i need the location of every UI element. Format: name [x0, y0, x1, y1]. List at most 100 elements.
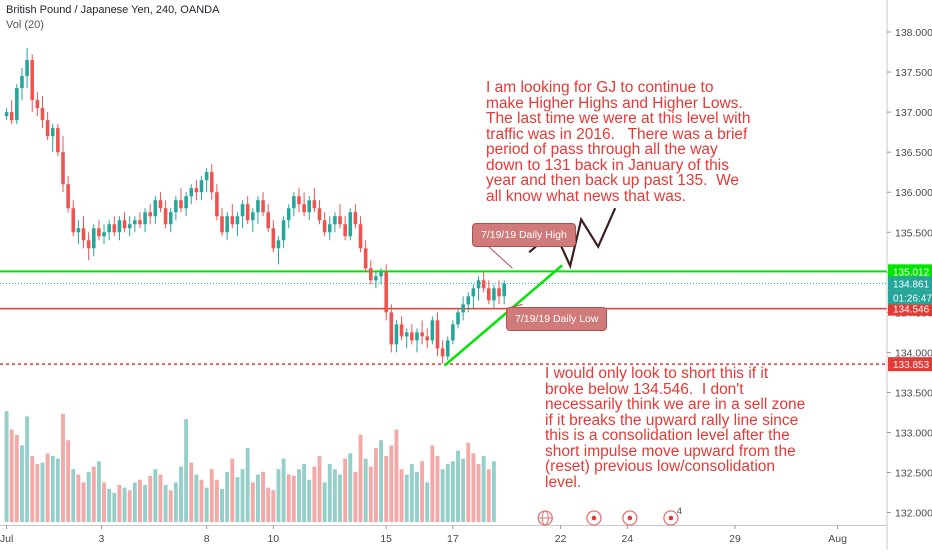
red-price-tag: 134.546 — [893, 305, 930, 316]
volume-bar — [450, 461, 455, 522]
volume-bar — [291, 475, 296, 522]
candle-body — [384, 272, 388, 313]
y-tick-label: 137.000 — [895, 107, 932, 119]
candle-body — [276, 240, 281, 249]
candle-body — [133, 220, 137, 225]
candle-body — [471, 288, 476, 297]
candle-body — [410, 332, 414, 341]
y-tick-label: 138.000 — [895, 27, 932, 39]
volume-bar — [235, 477, 240, 522]
volume-bar — [481, 456, 486, 522]
volume-bar — [163, 485, 168, 522]
volume-bar — [373, 448, 378, 522]
candle-body — [56, 128, 60, 153]
volume-bar — [30, 456, 35, 522]
symbol-legend[interactable]: British Pound / Japanese Yen, 240, OANDA — [6, 4, 220, 16]
candle-body — [148, 212, 153, 217]
event-icon — [663, 510, 679, 526]
candle-body — [389, 312, 394, 345]
volume-bar — [476, 463, 481, 522]
volume-bar — [271, 490, 276, 522]
y-tick-label: 134.000 — [895, 347, 932, 359]
volume-bar — [179, 466, 183, 522]
daily-low-callout[interactable]: 7/19/19 Daily Low — [506, 307, 608, 331]
x-tick-label: 10 — [267, 533, 279, 545]
volume-bar — [466, 442, 471, 522]
volume-bar — [209, 469, 214, 522]
volume-bar — [440, 469, 445, 522]
volume-bar — [107, 489, 112, 522]
y-tick-label: 137.500 — [895, 67, 932, 79]
volume-bar — [91, 466, 96, 522]
volume-bar — [276, 469, 281, 522]
candle-body — [481, 280, 486, 289]
candle-body — [86, 240, 91, 249]
volume-bar — [86, 471, 91, 522]
candle-body — [302, 204, 306, 213]
candle-body — [168, 212, 173, 225]
candle-body — [445, 340, 450, 357]
volume-bar — [40, 462, 45, 522]
candle-body — [20, 76, 24, 89]
candle-body — [312, 200, 317, 209]
volume-bar — [415, 471, 419, 522]
candle-body — [4, 112, 9, 117]
volume-bar — [394, 429, 399, 522]
daily-high-callout[interactable]: 7/19/19 Daily High — [472, 223, 576, 247]
candle-body — [107, 224, 111, 233]
volume-bar — [168, 490, 173, 522]
candle-body — [209, 172, 214, 193]
candle-body — [138, 220, 142, 225]
volume-bar — [225, 471, 230, 522]
candle-body — [256, 200, 260, 213]
x-tick-label: 17 — [447, 533, 459, 545]
volume-bar — [363, 458, 368, 522]
low-price-tag-bg — [888, 357, 932, 372]
x-tick-label: Jul — [0, 533, 13, 545]
candle-body — [476, 280, 481, 289]
volume-bar — [312, 466, 317, 522]
volume-bars — [4, 411, 496, 522]
volume-bar — [143, 485, 148, 522]
volume-bar — [132, 482, 137, 522]
volume-bar — [61, 413, 65, 522]
volume-bar — [184, 419, 189, 522]
candle-body — [420, 332, 424, 337]
candle-body — [466, 296, 471, 305]
volume-bar — [266, 487, 271, 522]
volume-bar — [491, 461, 496, 522]
volume-bar — [102, 482, 106, 522]
volume-bar — [214, 479, 219, 522]
volume-bar — [189, 462, 194, 522]
candle-body — [451, 324, 455, 341]
y-tick-label: 132.500 — [895, 468, 932, 480]
candle-body — [76, 228, 81, 233]
annotation-top[interactable]: I am looking for GJ to continue to make … — [486, 79, 751, 205]
candle-body — [15, 88, 19, 121]
volume-bar — [148, 475, 153, 522]
rally-trendline — [443, 264, 563, 367]
volume-bar — [358, 434, 363, 522]
volume-bar — [286, 474, 291, 522]
volume-legend[interactable]: Vol (20) — [6, 19, 44, 31]
y-tick-label: 133.500 — [895, 387, 932, 399]
candle-body — [435, 320, 440, 349]
candle-body — [358, 224, 363, 249]
candle-body — [97, 228, 101, 237]
candle-body — [343, 224, 347, 237]
candle-body — [497, 288, 501, 297]
candle-body — [333, 216, 337, 225]
x-tick-label: 8 — [204, 533, 210, 545]
volume-bar — [96, 461, 101, 522]
candle-body — [292, 196, 296, 209]
candle-body — [430, 320, 435, 341]
volume-bar — [430, 445, 435, 522]
event-icons: 4 — [537, 506, 682, 526]
annotation-bottom[interactable]: I would only look to short this if it br… — [545, 365, 806, 491]
x-tick-label: 3 — [99, 533, 105, 545]
red-price-tag-bg — [888, 301, 932, 316]
volume-bar — [117, 485, 122, 522]
candle-body — [251, 212, 255, 221]
